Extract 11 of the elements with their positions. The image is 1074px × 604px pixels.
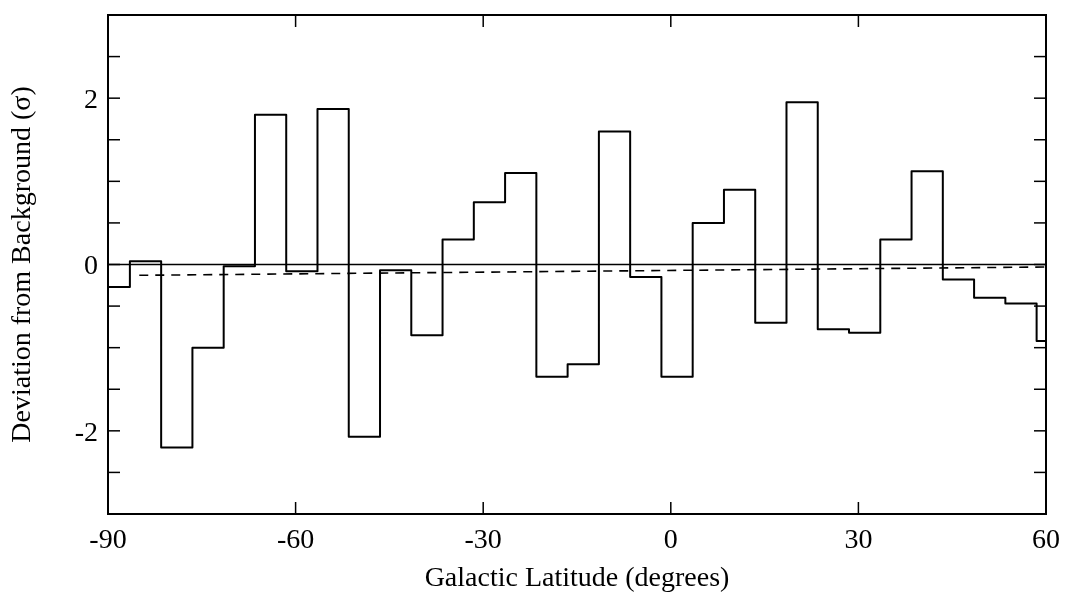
x-tick-label: -30 — [464, 523, 502, 554]
y-axis-title: Deviation from Background (σ) — [5, 86, 36, 443]
y-tick-label: 2 — [84, 82, 98, 114]
y-tick-label: -2 — [74, 415, 98, 447]
x-tick-label: -60 — [276, 523, 315, 554]
x-tick-label: 0 — [663, 523, 678, 554]
x-tick-label: -90 — [89, 523, 127, 554]
x-tick-label: 30 — [844, 523, 873, 554]
x-axis-title: Galactic Latitude (degrees) — [424, 561, 730, 592]
x-tick-label: 60 — [1032, 523, 1060, 554]
y-tick-label: 0 — [84, 249, 98, 281]
